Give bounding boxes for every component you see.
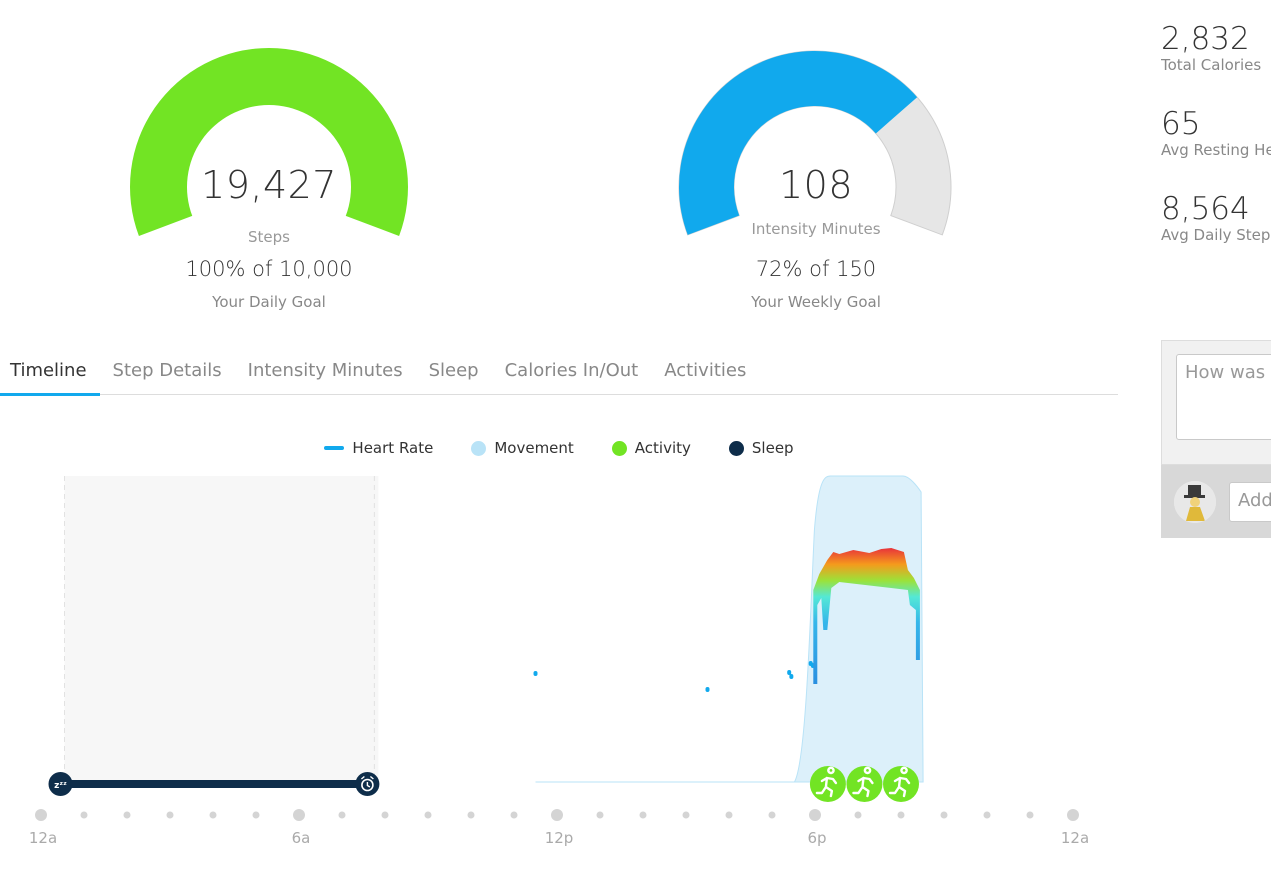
running-person-icon[interactable] [809, 766, 846, 802]
hour-tick [293, 809, 305, 821]
summary-stats: 2,832 Total Calories 65 Avg Resting Hear… [1161, 22, 1271, 277]
heart-rate-point [533, 671, 538, 676]
hour-tick [338, 811, 346, 819]
hour-tick [983, 811, 991, 819]
hour-tick [940, 811, 948, 819]
hour-tick [1067, 809, 1079, 821]
movement-swatch [471, 440, 487, 456]
hour-tick [1026, 811, 1034, 819]
heart-rate-series [813, 548, 920, 684]
steps-value: 19,427 [201, 163, 337, 207]
sleep-period-shade [64, 476, 379, 782]
heart-rate-point [789, 674, 794, 679]
day-note-input[interactable]: How was your day? [1176, 354, 1271, 440]
legend-label: Sleep [751, 439, 794, 457]
steps-goal-label: Your Daily Goal [212, 293, 326, 311]
legend-heart-rate: Heart Rate [324, 439, 433, 457]
timeline-legend: Heart Rate Movement Activity Sleep [0, 439, 1118, 457]
hour-tick [80, 811, 88, 819]
comment-bar: Add a comment [1161, 465, 1271, 538]
hour-tick [596, 811, 604, 819]
hour-tick [166, 811, 174, 819]
activity-swatch [611, 440, 627, 456]
alarm-clock-icon[interactable] [355, 772, 380, 796]
hour-tick [467, 811, 475, 819]
time-axis-label: 12a [29, 829, 57, 847]
running-person-icon[interactable] [883, 766, 919, 802]
tab-intensity-minutes[interactable]: Intensity Minutes [247, 360, 403, 381]
legend-activity: Activity [611, 439, 691, 457]
svg-text:zᶻᶻ: zᶻᶻ [54, 781, 67, 791]
zzz-icon[interactable]: zᶻᶻ [48, 772, 73, 796]
heart-rate-block [813, 548, 920, 684]
stat-label: Total Calories [1161, 56, 1262, 75]
heart-rate-point [787, 670, 792, 675]
intensity-gauge-arc [678, 50, 952, 236]
stat-total-calories: 2,832 Total Calories [1161, 22, 1271, 107]
steps-goal-percent: 100% of 10,000 [185, 257, 353, 281]
stat-avg-resting-heart-rate: 65 Avg Resting Heart Rate [1161, 107, 1271, 192]
intensity-unit-label: Intensity Minutes [751, 220, 881, 238]
intensity-gauge-fill [679, 51, 918, 235]
notes-panel: How was your day? Add a comment [1161, 340, 1271, 538]
stat-value: 2,832 [1161, 22, 1250, 57]
note-area: How was your day? [1161, 340, 1271, 465]
tab-bar: Timeline Step Details Intensity Minutes … [0, 352, 1118, 396]
stat-avg-daily-steps: 8,564 Avg Daily Steps [1161, 192, 1271, 277]
stat-value: 8,564 [1161, 191, 1250, 227]
tab-activities[interactable]: Activities [664, 360, 747, 381]
legend-label: Movement [494, 439, 574, 457]
intensity-value: 108 [778, 163, 854, 207]
movement-area [535, 475, 924, 783]
intensity-goal-label: Your Weekly Goal [751, 293, 881, 311]
time-axis-label: 12p [545, 829, 574, 847]
legend-label: Heart Rate [352, 439, 434, 457]
hour-tick [424, 811, 432, 819]
time-axis-label: 6a [292, 829, 311, 847]
legend-sleep: Sleep [728, 439, 794, 457]
legend-label: Activity [634, 439, 691, 457]
tab-timeline[interactable]: Timeline [0, 352, 100, 396]
sleep-swatch [728, 440, 744, 456]
steps-gauge-arc [130, 48, 408, 236]
hour-tick [809, 809, 821, 821]
hour-tick [123, 811, 131, 819]
hour-tick [682, 811, 690, 819]
hour-tick [381, 811, 389, 819]
hour-tick [252, 811, 260, 819]
legend-movement: Movement [471, 439, 574, 457]
hour-tick [897, 811, 905, 819]
daily-timeline-chart[interactable]: zᶻᶻ 12a 6a 12p 6p 12a [0, 470, 1118, 850]
hour-tick [510, 811, 518, 819]
stat-label: Avg Daily Steps [1161, 226, 1271, 245]
time-axis-label: 12a [1061, 829, 1089, 847]
hour-tick [35, 809, 47, 821]
heart-rate-point [705, 687, 710, 692]
hour-tick [768, 811, 776, 819]
tab-calories-in-out[interactable]: Calories In/Out [504, 360, 639, 381]
heart-rate-swatch [324, 446, 345, 450]
stat-value: 65 [1161, 106, 1201, 142]
hour-tick [209, 811, 217, 819]
stat-label: Avg Resting Heart Rate [1161, 141, 1271, 160]
running-person-icon[interactable] [846, 766, 883, 802]
steps-gauge-fill [130, 48, 408, 236]
steps-unit-label: Steps [248, 228, 290, 246]
hour-tick [639, 811, 647, 819]
comment-input[interactable]: Add a comment [1229, 482, 1271, 522]
tab-sleep[interactable]: Sleep [428, 360, 479, 381]
intensity-goal-percent: 72% of 150 [755, 257, 877, 281]
tab-step-details[interactable]: Step Details [112, 360, 222, 381]
avatar[interactable] [1174, 481, 1216, 523]
hour-tick [551, 809, 563, 821]
time-axis-label: 6p [807, 829, 826, 847]
hour-tick [725, 811, 733, 819]
hour-tick [854, 811, 862, 819]
